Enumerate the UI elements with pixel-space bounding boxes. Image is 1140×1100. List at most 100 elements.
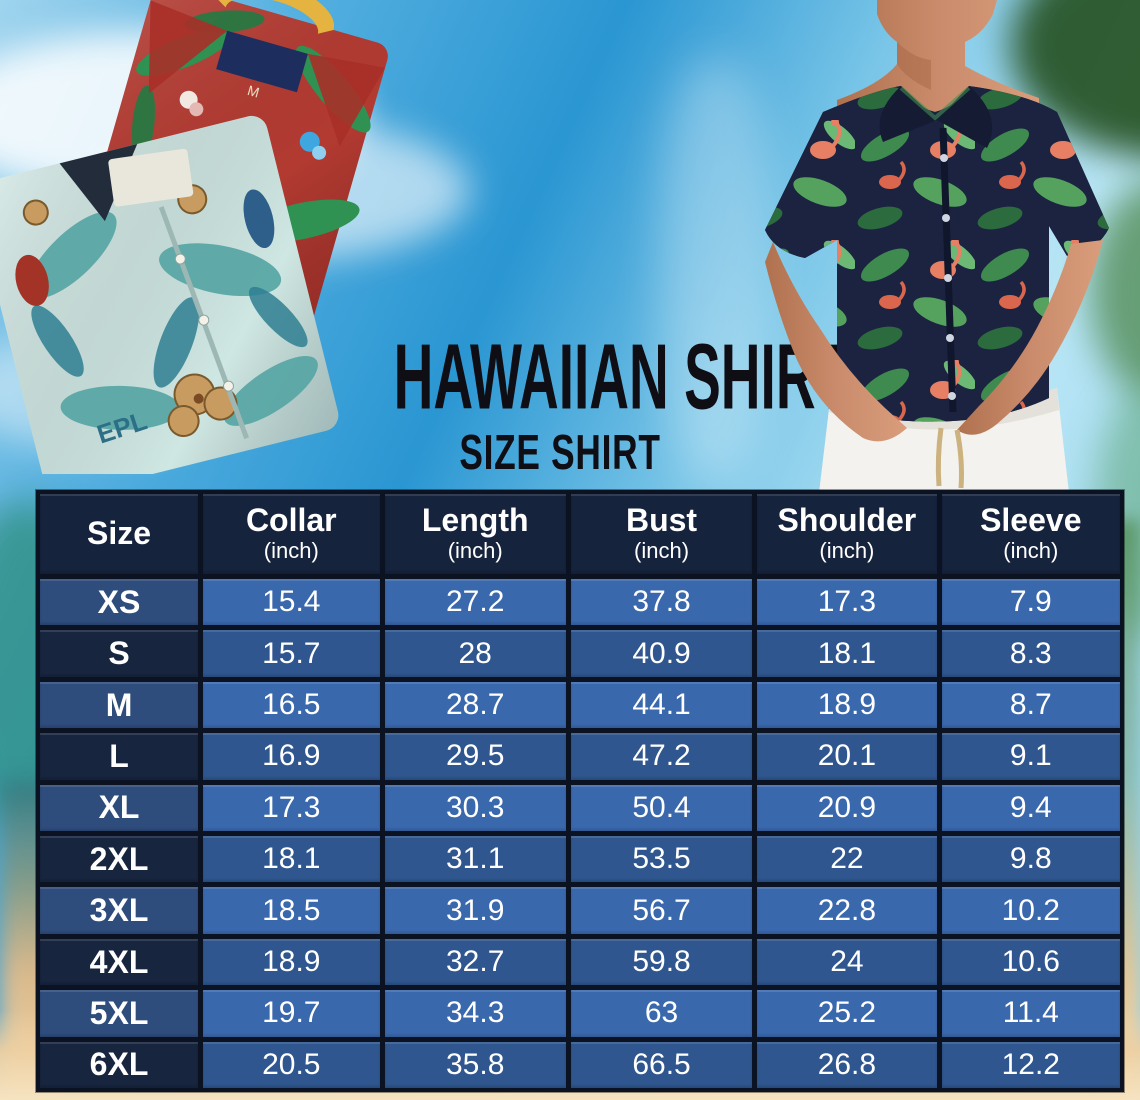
palm-trunk-blur	[660, 60, 770, 480]
header-label: Size	[87, 515, 152, 552]
value-cell: 20.1	[757, 733, 937, 780]
value-cell: 28.7	[384, 681, 566, 729]
header-unit: (inch)	[819, 537, 875, 563]
value-cell: 18.1	[203, 836, 380, 883]
table-row-2xl: 2XL 18.1 31.1 53.5 22 9.8	[40, 836, 1120, 883]
table-row-s: S 15.7 28 40.9 18.1 8.3	[40, 630, 1120, 677]
size-label: 2XL	[40, 836, 199, 883]
value-cell: 22	[757, 836, 937, 883]
flamingo-shirt	[765, 86, 1109, 422]
value-cell: 50.4	[570, 784, 753, 832]
value-cell: 59.8	[570, 938, 753, 986]
value-cell: 24	[757, 938, 937, 986]
value-cell: 15.4	[203, 579, 380, 626]
value-cell: 9.1	[941, 733, 1120, 780]
value-cell: 12.2	[941, 1041, 1120, 1089]
header-unit: (inch)	[447, 537, 503, 563]
value-cell: 31.9	[384, 887, 566, 934]
value-cell: 32.7	[384, 938, 566, 986]
value-cell: 17.3	[757, 579, 937, 626]
value-cell: 27.2	[384, 579, 566, 626]
size-label: 4XL	[40, 938, 199, 986]
model-photo	[765, 0, 1109, 493]
value-cell: 20.5	[203, 1041, 380, 1089]
value-cell: 15.7	[203, 630, 380, 677]
value-cell: 25.2	[757, 990, 937, 1037]
parrot-print	[15, 254, 49, 306]
value-cell: 18.1	[757, 630, 937, 677]
header-cell-collar: Collar (inch)	[203, 494, 380, 574]
value-cell: 37.8	[570, 579, 753, 626]
value-cell: 47.2	[570, 733, 753, 780]
value-cell: 44.1	[570, 681, 753, 729]
header-cell-length: Length (inch)	[384, 494, 566, 574]
value-cell: 35.8	[384, 1041, 566, 1089]
size-label: M	[40, 681, 199, 729]
table-row-l: L 16.9 29.5 47.2 20.1 9.1	[40, 733, 1120, 780]
value-cell: 11.4	[941, 990, 1120, 1037]
header-cell-size: Size	[40, 494, 199, 574]
size-tag: M	[246, 82, 262, 101]
model-arms	[765, 240, 1103, 442]
table-row-xs: XS 15.4 27.2 37.8 17.3 7.9	[40, 579, 1120, 626]
value-cell: 30.3	[384, 784, 566, 832]
value-cell: 16.9	[203, 733, 380, 780]
size-chart-table: Size Collar (inch) Length (inch) Bust (inch) Sh…	[36, 490, 1124, 1092]
value-cell: 34.3	[384, 990, 566, 1037]
header-label: Sleeve	[980, 502, 1082, 539]
title-block: HAWAIIAN SHIRT SIZE SHIRT	[300, 325, 850, 481]
value-cell: 18.5	[203, 887, 380, 934]
value-cell: 19.7	[203, 990, 380, 1037]
page-subtitle: SIZE SHIRT	[459, 426, 661, 481]
value-cell: 56.7	[570, 887, 753, 934]
value-cell: 10.2	[941, 887, 1120, 934]
value-cell: 7.9	[941, 579, 1120, 626]
header-label: Length	[421, 502, 529, 539]
table-row-xl: XL 17.3 30.3 50.4 20.9 9.4	[40, 784, 1120, 832]
value-cell: 20.9	[757, 784, 937, 832]
value-cell: 8.3	[941, 630, 1120, 677]
value-cell: 18.9	[203, 938, 380, 986]
value-cell: 18.9	[757, 681, 937, 729]
value-cell: 53.5	[570, 836, 753, 883]
value-cell: 29.5	[384, 733, 566, 780]
size-label: 5XL	[40, 990, 199, 1037]
table-row-m: M 16.5 28.7 44.1 18.9 8.7	[40, 681, 1120, 729]
header-label: Bust	[625, 502, 698, 539]
pants-drawstring	[935, 427, 964, 489]
table-header-row: Size Collar (inch) Length (inch) Bust (inch) Sh…	[40, 494, 1120, 574]
folded-shirts-photo: M	[0, 0, 388, 474]
table-row-4xl: 4XL 18.9 32.7 59.8 24 10.6	[40, 938, 1120, 986]
value-cell: 28	[384, 630, 566, 677]
chest-label	[108, 148, 194, 207]
size-label: 3XL	[40, 887, 199, 934]
header-cell-sleeve: Sleeve (inch)	[941, 494, 1120, 574]
value-cell: 63	[570, 990, 753, 1037]
collar-lapel	[879, 86, 937, 142]
value-cell: 8.7	[941, 681, 1120, 729]
header-cell-shoulder: Shoulder (inch)	[757, 494, 937, 574]
value-cell: 40.9	[570, 630, 753, 677]
header-unit: (inch)	[263, 537, 319, 563]
value-cell: 31.1	[384, 836, 566, 883]
parrot-print	[243, 189, 275, 249]
size-label: 6XL	[40, 1041, 199, 1089]
value-cell: 17.3	[203, 784, 380, 832]
value-cell: 26.8	[757, 1041, 937, 1089]
page-title: HAWAIIAN SHIRT	[393, 325, 850, 429]
header-label: Collar	[245, 502, 337, 539]
table-row-5xl: 5XL 19.7 34.3 63 25.2 11.4	[40, 990, 1120, 1037]
header-cell-bust: Bust (inch)	[570, 494, 753, 574]
table-row-3xl: 3XL 18.5 31.9 56.7 22.8 10.2	[40, 887, 1120, 934]
value-cell: 22.8	[757, 887, 937, 934]
size-label: S	[40, 630, 199, 677]
size-label: XS	[40, 579, 199, 626]
header-unit: (inch)	[634, 537, 690, 563]
collar-lapel	[937, 86, 993, 148]
value-cell: 66.5	[570, 1041, 753, 1089]
header-label: Shoulder	[777, 502, 917, 539]
table-row-6xl: 6XL 20.5 35.8 66.5 26.8 12.2	[40, 1041, 1120, 1089]
size-label: L	[40, 733, 199, 780]
shirt-buttons	[940, 154, 956, 400]
